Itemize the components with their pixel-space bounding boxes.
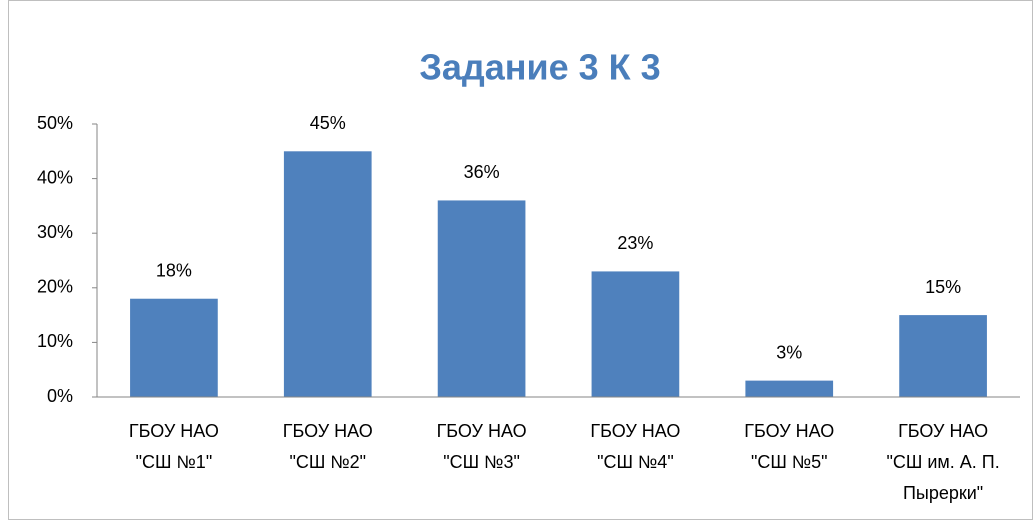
x-tick-label: ГБОУ НАО "СШ №3" [437,421,527,472]
x-tick-label: ГБОУ НАО "СШ №2" [283,421,373,472]
data-label: 36% [464,162,500,182]
y-tick-label: 30% [37,222,73,242]
bar [745,380,834,397]
data-label: 23% [617,233,653,253]
data-label: 45% [310,113,346,133]
bar [130,298,218,397]
y-tick-label: 40% [37,167,73,187]
bar [899,315,987,397]
bar [437,200,526,397]
data-label: 3% [776,342,802,362]
bar [283,151,372,397]
bar [591,271,680,397]
x-tick-label: ГБОУ НАО "СШ №5" [744,421,834,472]
x-tick-label: ГБОУ НАО "СШ №4" [590,421,680,472]
y-tick-label: 10% [37,331,73,351]
y-tick-label: 20% [37,277,73,297]
y-tick-label: 0% [47,386,73,406]
x-tick-label: ГБОУ НАО "СШ №1" [129,421,219,472]
chart-title: Задание 3 К 3 [419,47,660,88]
x-tick-label: ГБОУ НАО "СШ им. А. П. Пырерки" [886,421,999,503]
y-tick-label: 50% [37,113,73,133]
data-label: 18% [156,260,192,280]
data-label: 15% [925,277,961,297]
